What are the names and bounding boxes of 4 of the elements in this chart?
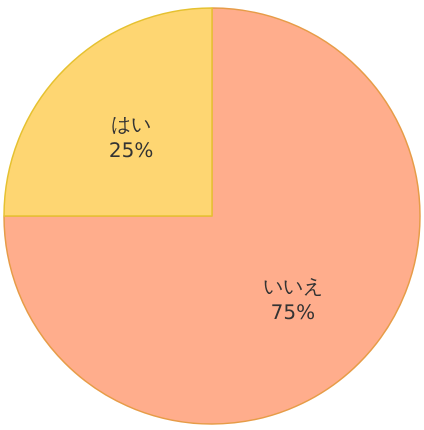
data-label: 25% [108,138,154,162]
data-label: 75% [270,300,316,324]
slice-label: はい [111,112,152,136]
slice-label: いいえ [262,274,323,298]
